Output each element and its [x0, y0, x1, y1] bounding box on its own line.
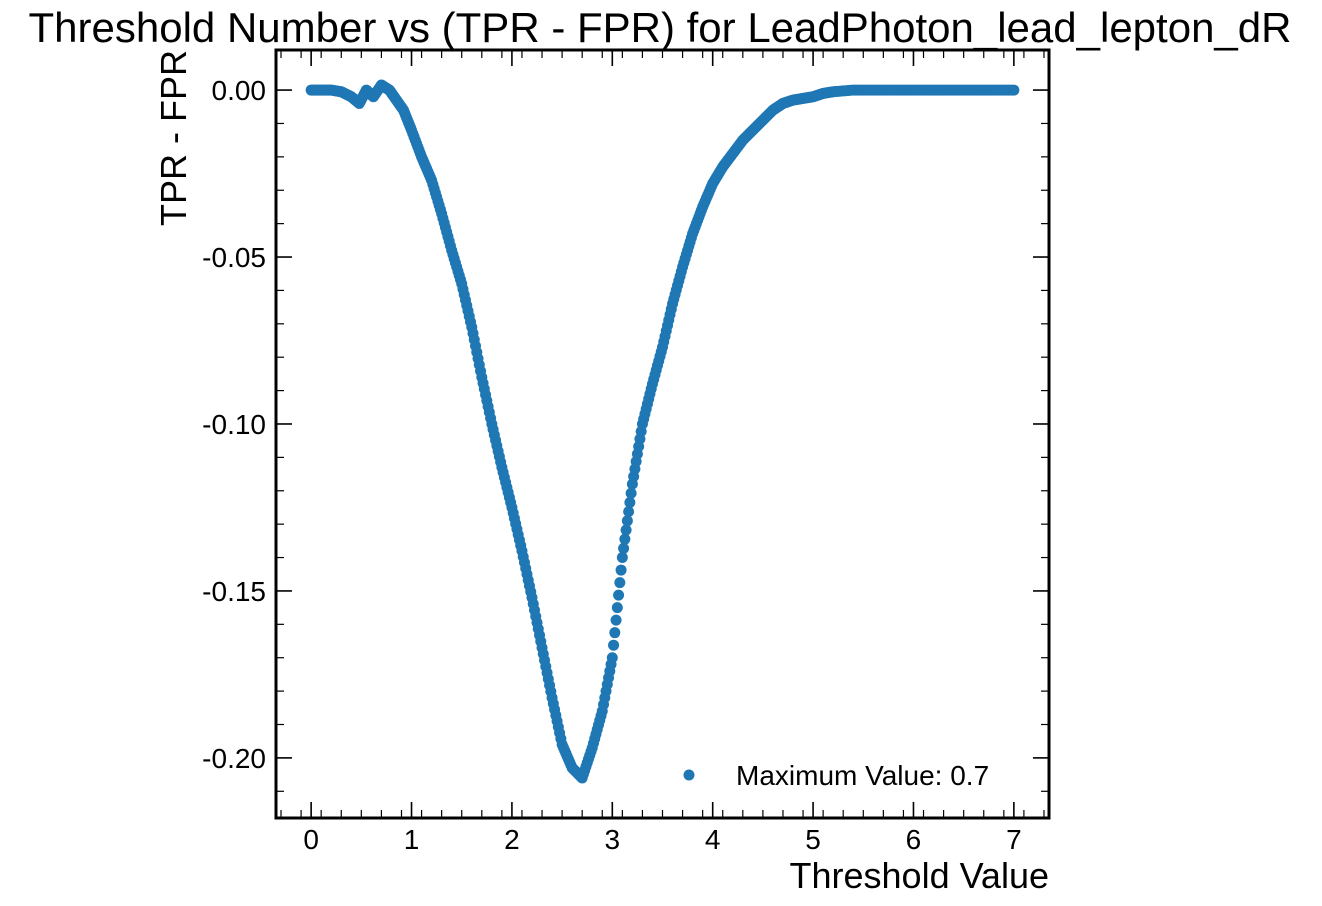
legend: Maximum Value: 0.7: [683, 760, 989, 791]
data-point: [613, 589, 625, 601]
x-tick-label: 6: [906, 824, 922, 855]
x-axis-label: Threshold Value: [790, 855, 1050, 896]
data-point: [618, 542, 630, 554]
chart-title: Threshold Number vs (TPR - FPR) for Lead…: [29, 4, 1292, 51]
x-axis: 0 1 2 3 4 5 6 7: [280, 50, 1045, 855]
data-point: [1008, 84, 1020, 96]
x-tick-label: 1: [404, 824, 420, 855]
y-axis: 0.00 -0.05 -0.10 -0.15 -0.20: [202, 75, 1049, 792]
legend-label: Maximum Value: 0.7: [736, 760, 989, 791]
y-axis-label: TPR - FPR: [153, 50, 194, 226]
data-point: [609, 627, 621, 639]
y-tick-label: 0.00: [212, 75, 267, 106]
data-point: [619, 533, 631, 545]
x-tick-label: 4: [705, 824, 721, 855]
y-tick-label: -0.15: [202, 576, 266, 607]
y-tick-label: -0.10: [202, 409, 266, 440]
data-point: [623, 506, 635, 518]
data-point: [614, 577, 626, 589]
data-point: [616, 552, 628, 564]
data-point: [625, 487, 637, 499]
data-point: [615, 564, 627, 576]
plot-layer: [305, 79, 1020, 784]
y-tick-label: -0.20: [202, 743, 266, 774]
x-tick-label: 2: [504, 824, 520, 855]
data-point: [608, 639, 620, 651]
scatter-series: [305, 79, 1020, 784]
data-point: [621, 515, 633, 527]
data-point: [620, 524, 632, 536]
y-tick-label: -0.05: [202, 242, 266, 273]
data-point: [624, 496, 636, 508]
x-tick-label: 0: [303, 824, 319, 855]
x-tick-label: 5: [805, 824, 821, 855]
data-point: [611, 602, 623, 614]
x-tick-label: 7: [1006, 824, 1022, 855]
legend-marker: [683, 769, 695, 781]
data-point: [610, 614, 622, 626]
x-tick-label: 3: [605, 824, 621, 855]
data-point: [606, 652, 618, 664]
